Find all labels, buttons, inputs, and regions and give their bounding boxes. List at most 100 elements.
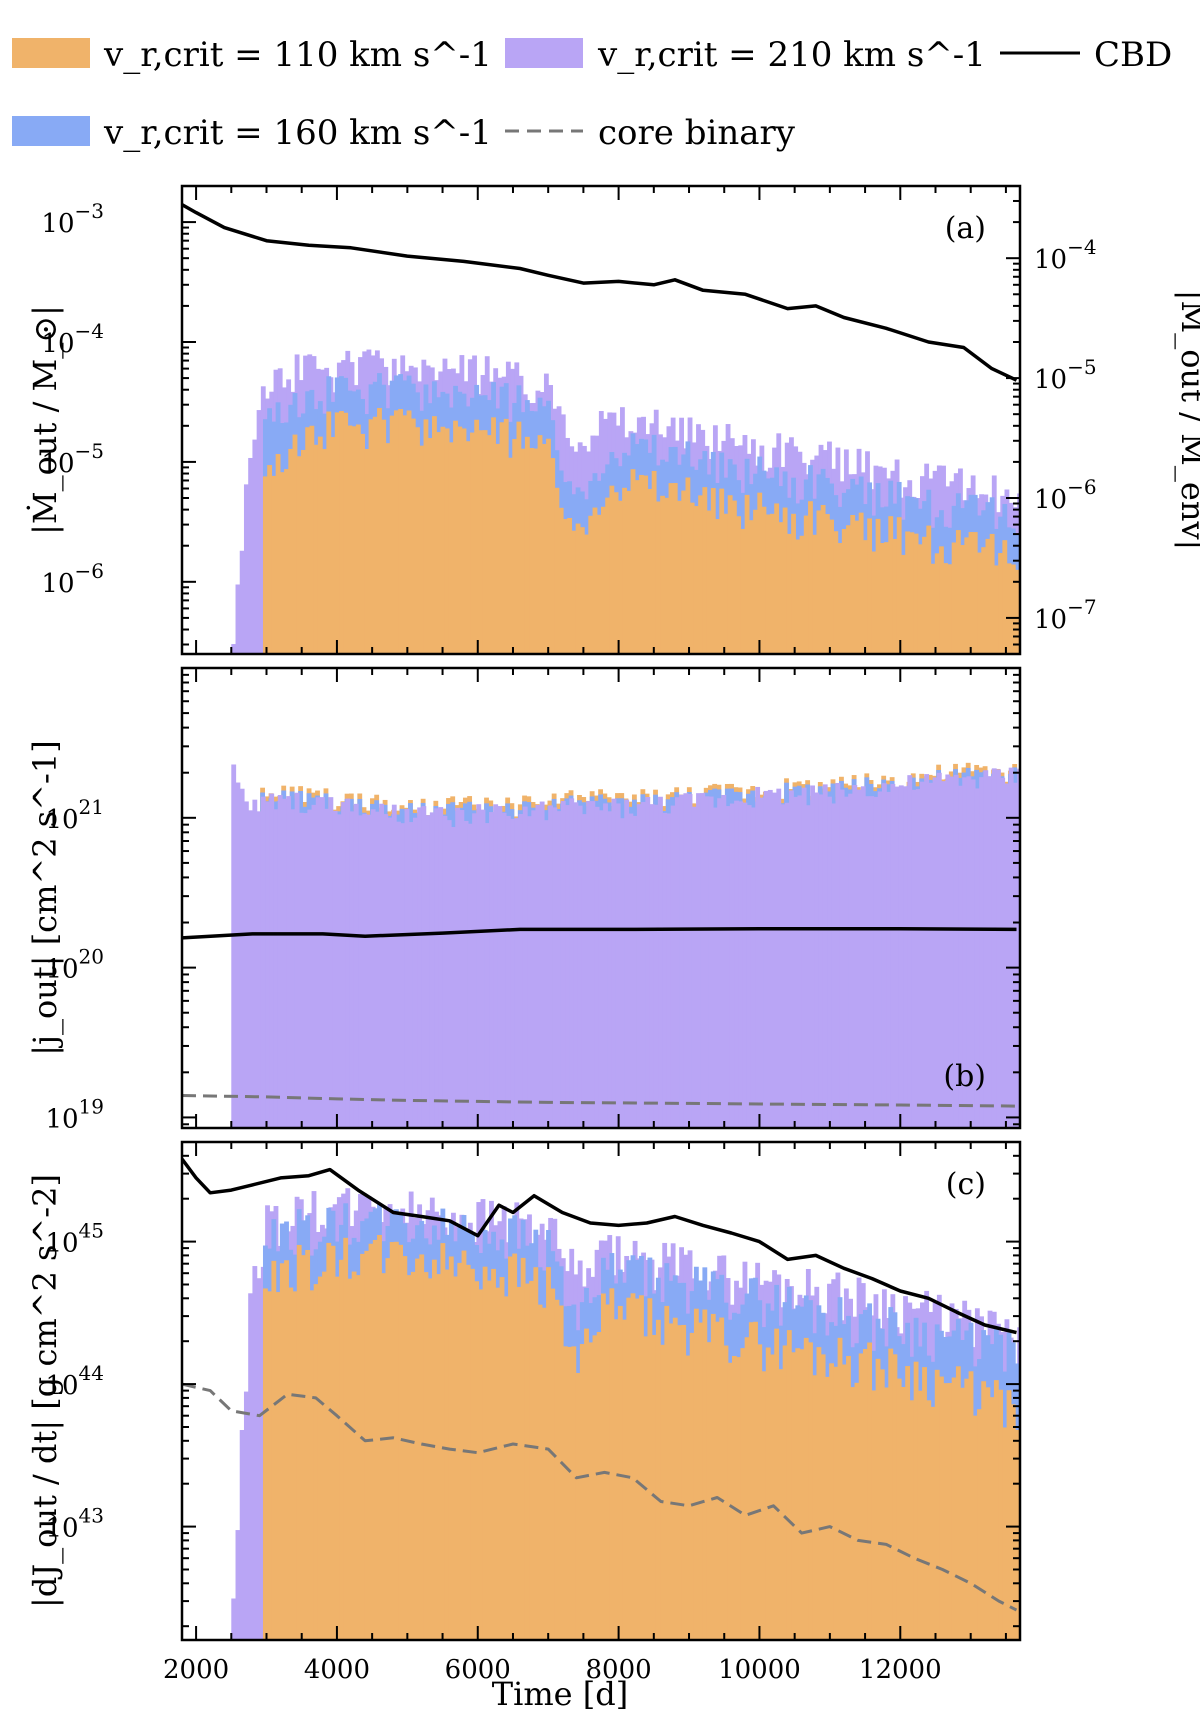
bar: [480, 809, 486, 1128]
bar: [436, 1274, 442, 1640]
bar: [279, 1263, 285, 1640]
bar: [596, 514, 602, 654]
bar: [438, 807, 444, 1128]
bar: [453, 420, 458, 654]
bar: [782, 1345, 788, 1640]
bar: [683, 793, 689, 1128]
y-tick-exp: 44: [79, 1361, 104, 1385]
bar: [797, 795, 803, 1128]
bar: [955, 1366, 961, 1640]
bar: [865, 796, 870, 1128]
bar: [347, 425, 353, 654]
bar-series-110: [262, 408, 1020, 654]
y2-tick-exp: −5: [1067, 355, 1096, 379]
bar: [755, 786, 761, 1128]
bar: [273, 809, 279, 1128]
bar: [505, 815, 511, 1128]
bar: [689, 502, 695, 654]
bar: [463, 820, 469, 1128]
bar: [626, 1297, 632, 1640]
bar: [317, 436, 323, 654]
bar: [444, 428, 450, 654]
bar: [723, 513, 729, 654]
bar: [1006, 563, 1012, 654]
bar: [579, 527, 585, 654]
bar: [328, 797, 334, 1128]
bar: [516, 1286, 522, 1640]
bar: [936, 772, 942, 1128]
bar: [964, 537, 970, 654]
panels: 10−310−410−510−610−410−510−610−7|Ṁ_out /…: [26, 184, 1200, 1685]
bar: [527, 816, 532, 1128]
bar: [926, 525, 932, 654]
bar-series-110: [262, 1234, 1020, 1640]
bar: [493, 804, 499, 1128]
bar: [560, 801, 566, 1128]
bar: [645, 796, 651, 1128]
bar: [372, 1239, 378, 1640]
bar: [360, 433, 365, 654]
bar: [550, 1288, 556, 1640]
bar: [499, 1277, 505, 1640]
bar: [235, 782, 241, 1128]
bar: [740, 528, 746, 654]
bar: [558, 1305, 564, 1640]
bar: [339, 411, 344, 654]
bar: [958, 785, 963, 1128]
bar: [518, 814, 524, 1128]
bar: [271, 475, 277, 654]
bar: [911, 789, 917, 1128]
bar: [679, 794, 684, 1128]
bar: [917, 544, 923, 654]
bar: [427, 1278, 433, 1640]
bar: [953, 774, 959, 1128]
bar: [721, 794, 727, 1128]
bar: [322, 449, 327, 654]
bar: [630, 1293, 636, 1640]
plot-area: [182, 762, 1020, 1128]
bar: [651, 1334, 657, 1640]
bar: [508, 457, 513, 654]
bar: [535, 804, 541, 1128]
bar: [231, 644, 237, 654]
bar: [715, 1321, 720, 1640]
bar: [611, 798, 617, 1128]
bar: [651, 470, 657, 654]
y2-tick-label: 10−6: [1034, 475, 1097, 515]
bar: [765, 514, 771, 654]
bar: [465, 441, 471, 654]
bar: [556, 811, 562, 1128]
bar: [871, 1390, 877, 1640]
bar: [913, 533, 919, 654]
bar: [1002, 540, 1008, 654]
bar: [256, 410, 262, 654]
bar: [431, 1259, 437, 1640]
bar: [738, 801, 744, 1128]
bar: [379, 803, 385, 1128]
bar: [389, 1242, 395, 1640]
bar: [818, 794, 824, 1128]
bar: [774, 503, 780, 654]
bar: [579, 1344, 585, 1640]
bar: [592, 507, 598, 654]
bar: [985, 1387, 991, 1640]
bar: [700, 793, 706, 1128]
bar: [406, 1275, 412, 1640]
bar: [750, 807, 756, 1128]
bar: [1000, 777, 1006, 1128]
bar: [239, 550, 245, 654]
y-tick-exp: −4: [75, 319, 104, 343]
x-tick-label: 6000: [445, 1655, 511, 1685]
bar: [658, 796, 663, 1128]
bar: [795, 539, 801, 654]
bar: [571, 1346, 577, 1640]
bar: [850, 1387, 856, 1640]
bar: [943, 563, 949, 654]
bar: [252, 439, 258, 654]
bar: [917, 1390, 923, 1640]
bar: [833, 1366, 839, 1640]
bar: [345, 798, 351, 1128]
bar: [294, 792, 300, 1128]
bar: [423, 1272, 429, 1640]
